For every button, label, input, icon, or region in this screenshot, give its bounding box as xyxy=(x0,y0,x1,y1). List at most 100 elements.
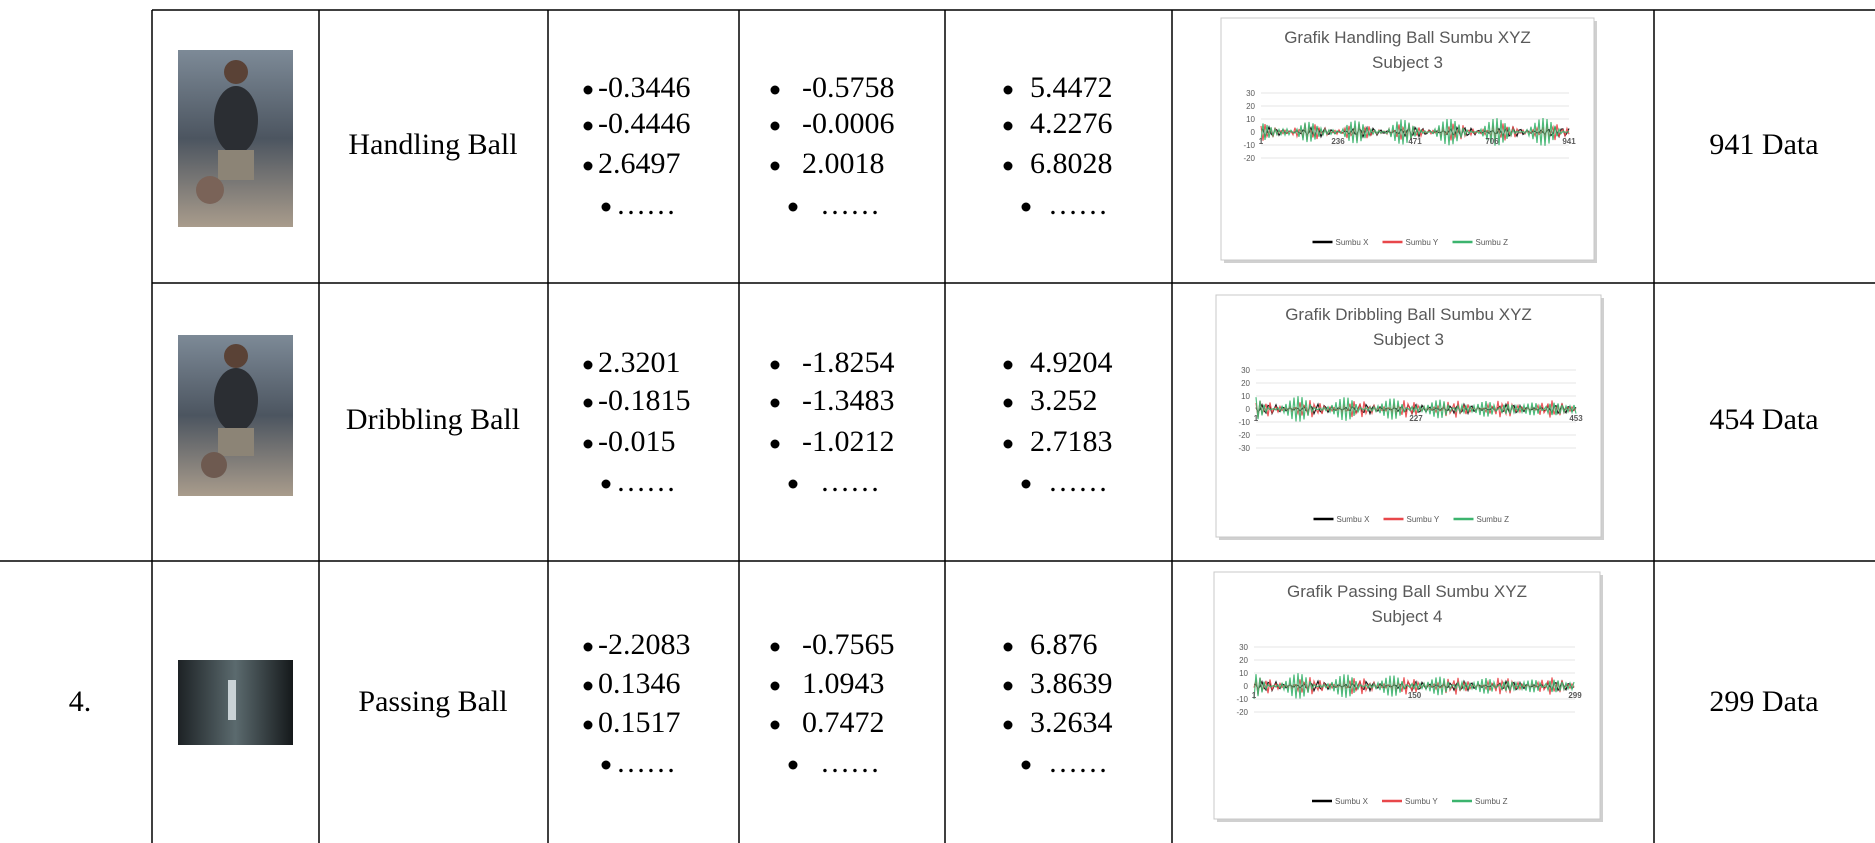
bullet xyxy=(1004,86,1013,95)
page: {"table": {"rows": [ {"activity": "Handl… xyxy=(0,0,1875,843)
value: …… xyxy=(1048,465,1108,498)
x-tick-label: 227 xyxy=(1409,414,1423,423)
bullet xyxy=(1004,399,1013,408)
legend-label: Sumbu Y xyxy=(1407,515,1440,524)
y-tick-label: 30 xyxy=(1241,366,1250,375)
bullet xyxy=(1004,122,1013,131)
x-tick-label: 150 xyxy=(1408,691,1422,700)
value: …… xyxy=(616,188,676,221)
y-tick-label: 30 xyxy=(1246,89,1255,98)
y-tick-label: 10 xyxy=(1239,669,1248,678)
y-tick-label: 20 xyxy=(1239,656,1248,665)
bullet xyxy=(789,203,798,212)
legend-label: Sumbu Z xyxy=(1475,797,1508,806)
legend-label: Sumbu X xyxy=(1335,797,1369,806)
value: 6.8028 xyxy=(1030,147,1113,180)
activity: Handling Ball xyxy=(348,128,517,161)
value: -0.3446 xyxy=(598,71,691,104)
value: -0.4446 xyxy=(598,107,691,140)
count: 299 Data xyxy=(1709,685,1818,718)
y-tick-label: 10 xyxy=(1246,115,1255,124)
y-tick-label: -20 xyxy=(1243,154,1255,163)
bullet xyxy=(584,162,593,171)
value: …… xyxy=(820,188,880,221)
legend-label: Sumbu Z xyxy=(1476,238,1509,247)
photo xyxy=(178,335,293,496)
value: -0.7565 xyxy=(802,628,895,661)
value: 3.8639 xyxy=(1030,667,1113,700)
x-tick-label: 299 xyxy=(1568,691,1582,700)
x-tick-label: 941 xyxy=(1562,137,1576,146)
bullet xyxy=(584,682,593,691)
chart-title: Grafik Passing Ball Sumbu XYZ xyxy=(1287,582,1527,601)
chart: Grafik Passing Ball Sumbu XYZ Subject 4 30… xyxy=(1214,572,1603,822)
value: 4.2276 xyxy=(1030,107,1113,140)
y-tick-label: 30 xyxy=(1239,643,1248,652)
chart-subtitle: Subject 4 xyxy=(1372,607,1443,626)
x-tick-label: 471 xyxy=(1408,137,1422,146)
legend-label: Sumbu Y xyxy=(1406,238,1439,247)
value: 1.0943 xyxy=(802,667,885,700)
bullet xyxy=(1022,761,1031,770)
value: …… xyxy=(820,746,880,779)
bullet xyxy=(771,682,780,691)
activity: Passing Ball xyxy=(358,685,507,718)
legend-label: Sumbu X xyxy=(1337,515,1371,524)
chart-title: Grafik Dribbling Ball Sumbu XYZ xyxy=(1285,305,1532,324)
bullet xyxy=(771,122,780,131)
y-tick-label: -10 xyxy=(1238,418,1250,427)
x-tick-label: 1 xyxy=(1259,137,1264,146)
bullet xyxy=(771,361,780,370)
y-tick-label: 0 xyxy=(1244,682,1249,691)
y-tick-label: -10 xyxy=(1236,695,1248,704)
chart-title: Grafik Handling Ball Sumbu XYZ xyxy=(1284,28,1531,47)
count: 454 Data xyxy=(1709,403,1818,436)
value: 3.2634 xyxy=(1030,706,1113,739)
bullet xyxy=(771,721,780,730)
value: 2.6497 xyxy=(598,147,681,180)
y-tick-label: 20 xyxy=(1246,102,1255,111)
bullet xyxy=(584,361,593,370)
bullet xyxy=(771,86,780,95)
bullet xyxy=(602,203,611,212)
value: 5.4472 xyxy=(1030,71,1113,104)
value: 0.7472 xyxy=(802,706,885,739)
value: 2.7183 xyxy=(1030,425,1113,458)
value: -0.1815 xyxy=(598,384,691,417)
y-tick-label: -30 xyxy=(1238,444,1250,453)
value: 0.1346 xyxy=(598,667,681,700)
y-tick-label: 0 xyxy=(1246,405,1251,414)
value: 4.9204 xyxy=(1030,346,1113,379)
row-number: 4. xyxy=(69,685,92,718)
bullet xyxy=(1004,721,1013,730)
value: …… xyxy=(820,465,880,498)
value: …… xyxy=(616,746,676,779)
value: 3.252 xyxy=(1030,384,1098,417)
value: -0.015 xyxy=(598,425,676,458)
bullet xyxy=(1004,682,1013,691)
bullet xyxy=(789,761,798,770)
value: -1.0212 xyxy=(802,425,895,458)
bullet xyxy=(771,643,780,652)
legend-label: Sumbu Z xyxy=(1477,515,1510,524)
value: 0.1517 xyxy=(598,706,681,739)
photo xyxy=(178,660,293,745)
y-tick-label: -20 xyxy=(1236,708,1248,717)
bullet xyxy=(602,761,611,770)
bullet xyxy=(1004,440,1013,449)
y-tick-label: 10 xyxy=(1241,392,1250,401)
x-tick-label: 1 xyxy=(1252,691,1257,700)
y-tick-label: -20 xyxy=(1238,431,1250,440)
bullet xyxy=(584,440,593,449)
y-tick-label: 0 xyxy=(1251,128,1256,137)
bullet xyxy=(584,721,593,730)
table: Handling Ball-0.3446-0.44462.6497……-0.57… xyxy=(0,0,1875,843)
bullet xyxy=(771,162,780,171)
value: …… xyxy=(616,465,676,498)
bullet xyxy=(1004,643,1013,652)
photo xyxy=(178,50,293,227)
count: 941 Data xyxy=(1709,128,1818,161)
value: -1.3483 xyxy=(802,384,895,417)
